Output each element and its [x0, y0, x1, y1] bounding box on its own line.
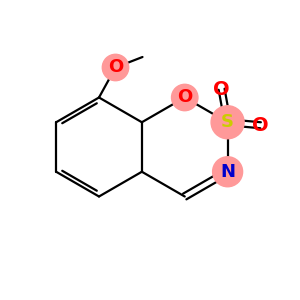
Circle shape — [102, 54, 129, 81]
Text: O: O — [252, 116, 269, 135]
Circle shape — [172, 84, 198, 111]
Text: O: O — [108, 58, 123, 76]
Text: S: S — [221, 113, 234, 131]
Circle shape — [211, 106, 244, 139]
Text: O: O — [177, 88, 192, 106]
Text: O: O — [213, 80, 230, 99]
Text: N: N — [220, 163, 235, 181]
Circle shape — [213, 157, 243, 187]
